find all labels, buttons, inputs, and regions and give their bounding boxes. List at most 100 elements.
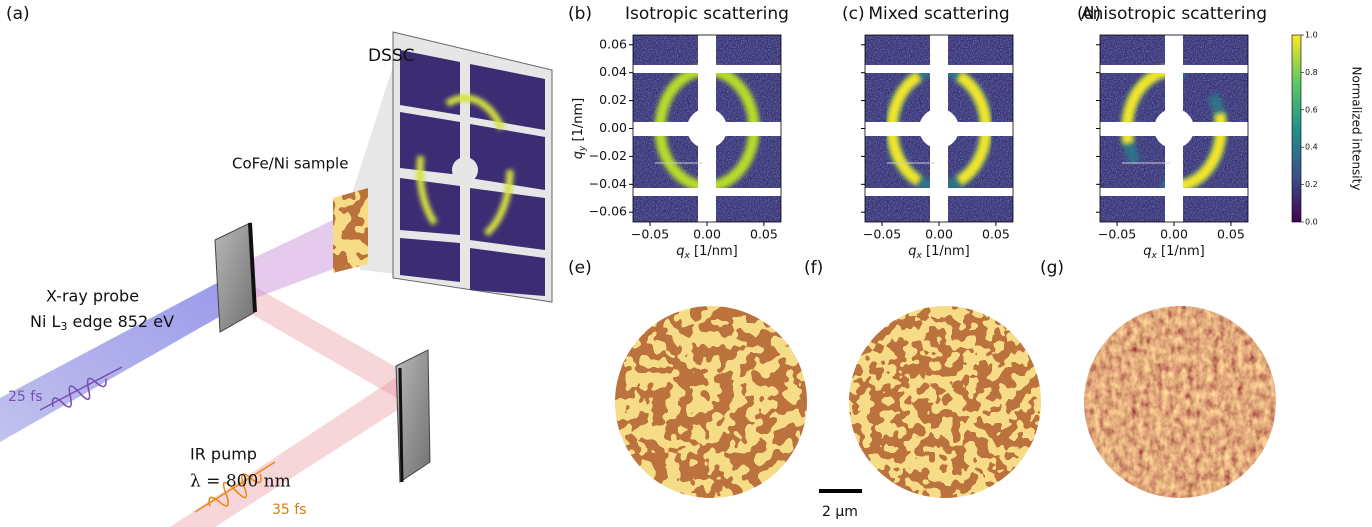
schematic: (a) DSSC CoFe/Ni sample X-ray probe Ni L… — [0, 4, 553, 527]
panel-label: (c) — [842, 4, 865, 24]
xray-arrow — [39, 366, 123, 411]
sample-pattern — [333, 188, 368, 273]
colorbar-label: Normalized intensity — [1350, 67, 1364, 191]
axis-label: qx [1/nm] — [1143, 244, 1204, 261]
x-tick-label: −0.05 — [631, 227, 669, 242]
beamstop — [452, 157, 478, 183]
colorbar-tick-label: 0.8 — [1305, 68, 1318, 77]
axis-subscript: y — [578, 145, 588, 152]
scattering-panel: −0.05 0.00 0.05 0.06 0.04 0.02 0.00 −0.02 −0.04 −… — [568, 4, 789, 261]
beamstop — [687, 108, 727, 149]
domain-pattern — [615, 306, 807, 498]
domain-pattern — [849, 306, 1041, 498]
panel-label: (e) — [568, 258, 592, 278]
module — [470, 124, 545, 190]
domain-image — [615, 306, 807, 498]
y-tick-label: 0.00 — [599, 120, 627, 135]
panel-title: Isotropic scattering — [625, 4, 789, 24]
scattering-image — [865, 35, 1013, 222]
y-tick-label: 0.06 — [599, 36, 627, 51]
module — [400, 178, 460, 235]
y-tick-label: −0.06 — [589, 204, 627, 219]
module — [400, 112, 460, 175]
scattering-image — [1100, 35, 1248, 222]
colorbar-tick-label: 0.4 — [1305, 143, 1318, 152]
detector-ring — [416, 94, 514, 246]
axis-subscript: x — [916, 251, 923, 261]
domain-image — [1084, 306, 1276, 498]
beamstop — [1154, 108, 1194, 149]
colorbar-tick-label: 0.6 — [1305, 105, 1318, 114]
pump-wavelength: λ = 800 nm — [190, 472, 291, 492]
scattering-panels: −0.05 0.00 0.05 0.06 0.04 0.02 0.00 −0.02 −0.04 −… — [568, 4, 1364, 261]
domain-image — [849, 306, 1041, 498]
domain-pattern — [1084, 306, 1276, 498]
edge-text: Ni L — [30, 312, 61, 331]
sample — [333, 188, 368, 273]
colorbar: 0.0 0.2 0.4 0.6 0.8 1.0 Normalized intensity — [1291, 31, 1364, 227]
probe-edge: Ni L3 edge 852 eV — [30, 312, 174, 334]
panel-label: (d) — [1077, 4, 1101, 24]
y-tick-label: 0.02 — [599, 92, 627, 107]
mirror-edge — [398, 367, 404, 483]
sample-label: CoFe/Ni sample — [232, 155, 348, 173]
pump-title: IR pump — [190, 445, 257, 464]
axis-symbol: q — [676, 244, 684, 259]
x-tick-label: 0.00 — [1160, 227, 1188, 242]
axis-label: qy [1/nm] — [571, 98, 588, 159]
panel-label: (a) — [6, 4, 30, 24]
axis-unit: [1/nm] — [1157, 244, 1205, 259]
axis-symbol: q — [1143, 244, 1151, 259]
x-tick-label: 0.00 — [925, 227, 953, 242]
axis-subscript: x — [1151, 251, 1158, 261]
pump-duration: 35 fs — [272, 502, 307, 518]
x-tick-label: 0.05 — [1217, 227, 1245, 242]
colorbar-tick-label: 0.0 — [1305, 218, 1318, 227]
module — [400, 238, 460, 282]
x-tick-label: −0.05 — [1098, 227, 1136, 242]
beamstop — [919, 108, 959, 149]
mirror — [395, 349, 431, 483]
axis-unit: [1/nm] — [571, 98, 586, 146]
y-tick-label: −0.02 — [589, 148, 627, 163]
scattering-panel: −0.05 0.00 0.05 qx [1/nm] (c) Mixed scatterin… — [842, 4, 1014, 261]
panel-title: Mixed scattering — [868, 4, 1009, 24]
axis-label: qx [1/nm] — [676, 244, 737, 261]
domain-images: (e) (f) (g) 2 µm — [568, 258, 1276, 520]
scattering-panel: −0.05 0.00 0.05 qx [1/nm] (d)Anisotropic sca… — [1077, 4, 1267, 261]
axis-symbol: q — [571, 151, 586, 159]
scale-bar-label: 2 µm — [822, 504, 858, 520]
x-tick-label: 0.00 — [693, 227, 721, 242]
y-tick-label: 0.04 — [599, 64, 627, 79]
xray-pulse — [51, 377, 107, 408]
edge-text: edge 852 eV — [67, 312, 174, 331]
probe-title: X-ray probe — [46, 287, 139, 306]
ir-pulse — [208, 473, 262, 507]
x-tick-label: 0.05 — [750, 227, 778, 242]
scattering-image — [633, 35, 781, 222]
axis-label: qx [1/nm] — [908, 244, 969, 261]
beam-to-sample — [245, 212, 352, 300]
colorbar-tick-label: 1.0 — [1305, 31, 1318, 40]
edge-subscript: 3 — [60, 320, 67, 333]
x-tick-label: 0.05 — [982, 227, 1010, 242]
ir-arrow — [194, 461, 276, 513]
colorbar-tick-label: 0.2 — [1305, 180, 1318, 189]
axis-symbol: q — [908, 244, 916, 259]
panel-label: (b) — [568, 4, 592, 24]
axis-subscript: x — [684, 251, 691, 261]
axis-unit: [1/nm] — [922, 244, 970, 259]
x-tick-label: −0.05 — [863, 227, 901, 242]
axis-unit: [1/nm] — [690, 244, 738, 259]
panel-title: Anisotropic scattering — [1081, 4, 1267, 24]
colorbar-gradient — [1291, 34, 1302, 223]
panel-label: (g) — [1040, 258, 1064, 278]
y-tick-label: −0.04 — [589, 176, 627, 191]
ir-beam — [248, 285, 405, 400]
mirror-edge — [248, 222, 257, 313]
module — [470, 248, 545, 296]
panel-label: (f) — [804, 258, 823, 278]
